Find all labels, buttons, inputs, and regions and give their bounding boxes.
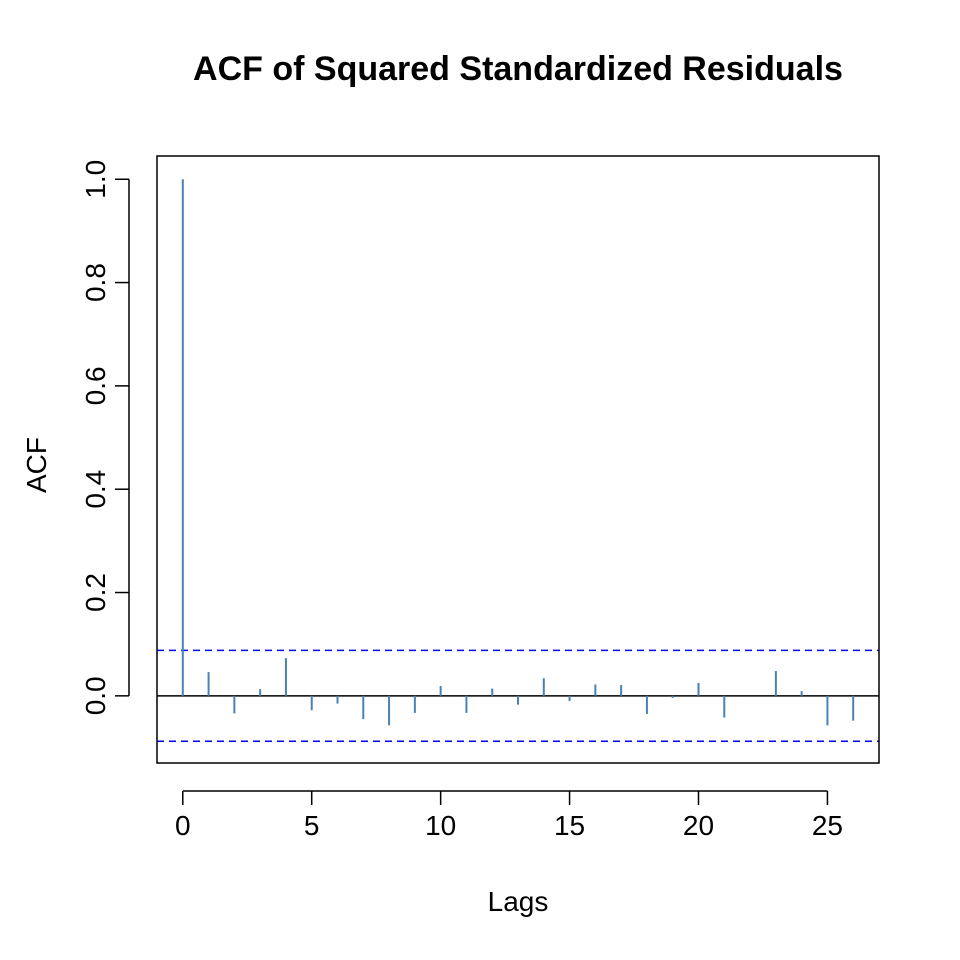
y-tick-label: 0.6 (80, 366, 111, 405)
y-tick-label: 0.4 (80, 470, 111, 509)
confidence-bounds (157, 649, 879, 743)
x-tick-label: 15 (554, 810, 585, 841)
x-tick-label: 10 (425, 810, 456, 841)
acf-bars (181, 179, 855, 726)
x-tick-label: 20 (683, 810, 714, 841)
x-axis: 0 5 10 15 20 25 (175, 790, 843, 841)
y-axis-label: ACF (21, 437, 52, 493)
y-tick-label: 0.8 (80, 263, 111, 302)
y-axis: 0.0 0.2 0.4 0.6 0.8 1.0 (80, 160, 130, 715)
x-tick-label: 0 (175, 810, 191, 841)
x-tick-label: 25 (812, 810, 843, 841)
y-tick-label: 0.2 (80, 573, 111, 612)
chart-title: ACF of Squared Standardized Residuals (193, 50, 843, 88)
plot-frame (156, 155, 880, 764)
y-tick-label: 0.0 (80, 676, 111, 715)
y-tick-label: 1.0 (80, 160, 111, 199)
x-tick-label: 5 (304, 810, 320, 841)
x-axis-label: Lags (488, 886, 549, 917)
